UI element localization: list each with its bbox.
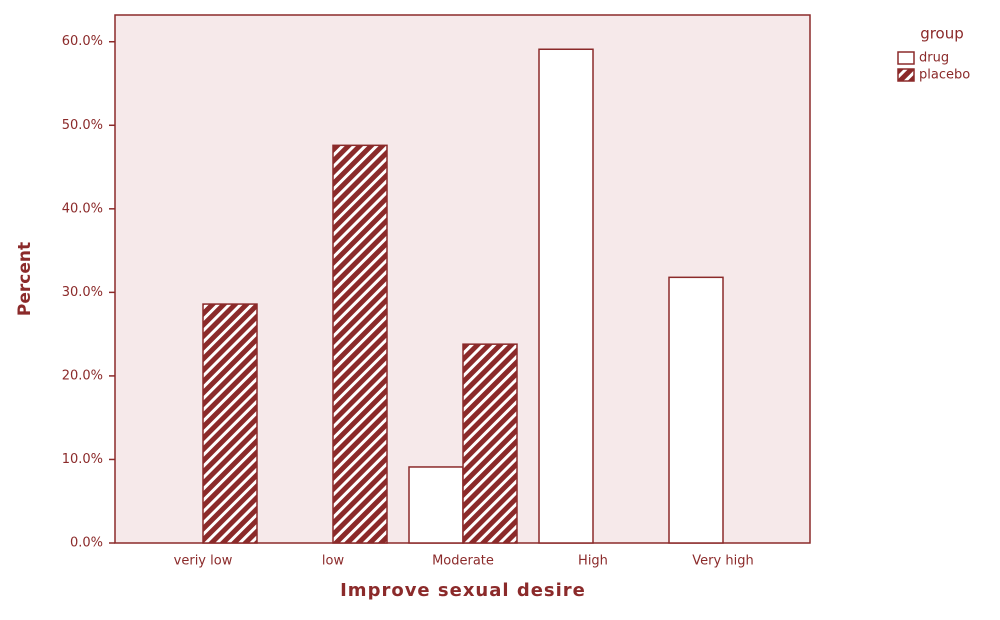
legend-swatch (897, 51, 915, 65)
x-tick-label: low (322, 554, 345, 569)
y-tick-label: 10.0% (62, 452, 103, 467)
legend-label: drug (919, 51, 949, 66)
legend-swatch (897, 68, 915, 82)
bar (462, 343, 518, 544)
x-tick-label: veriy low (174, 554, 233, 569)
y-tick-label: 60.0% (62, 34, 103, 49)
bar (408, 466, 464, 544)
x-tick-label: Very high (692, 554, 753, 569)
x-axis-label: Improve sexual desire (340, 580, 586, 601)
y-tick-label: 50.0% (62, 118, 103, 133)
y-tick-label: 30.0% (62, 285, 103, 300)
bar (332, 144, 388, 544)
y-tick-label: 40.0% (62, 201, 103, 216)
x-tick-label: High (578, 554, 608, 569)
y-tick-label: 0.0% (70, 536, 103, 551)
legend-label: placebo (919, 68, 970, 83)
bar (202, 303, 258, 544)
x-tick-label: Moderate (432, 554, 494, 569)
bar (668, 276, 724, 544)
legend-title: group (920, 25, 964, 43)
y-axis-label: Percent (15, 242, 35, 316)
y-tick-label: 20.0% (62, 368, 103, 383)
bar (538, 48, 594, 544)
